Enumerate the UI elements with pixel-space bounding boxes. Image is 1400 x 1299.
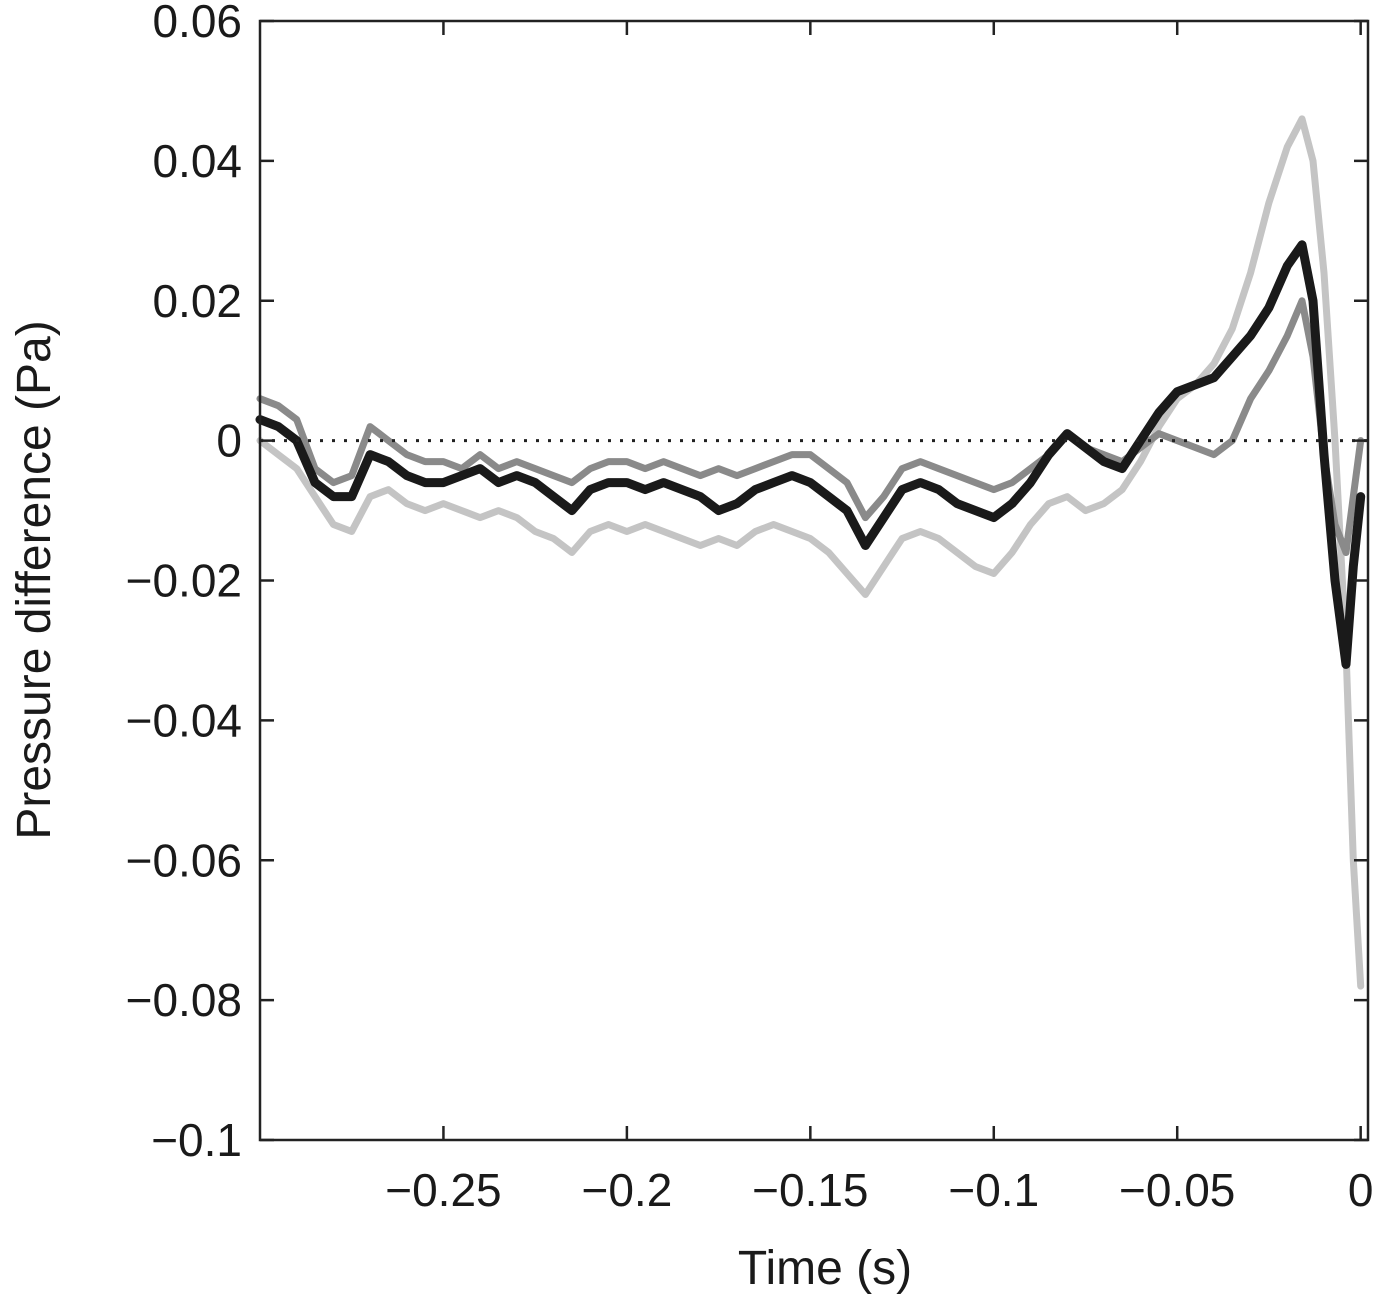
y-axis-label: Pressure difference (Pa) [8,320,61,839]
y-tick-label: −0.1 [151,1114,242,1166]
x-tick-label: −0.25 [385,1164,501,1216]
y-tick-label: 0 [216,415,242,467]
y-tick-label: 0.06 [152,0,242,47]
series-layer [255,115,1366,990]
series-line-1 [256,115,1365,990]
x-tick-label: −0.2 [581,1164,672,1216]
x-tick-label: −0.1 [948,1164,1039,1216]
tick-layer: −0.25 −0.2 −0.15 −0.1 −0.05 0 0.06 0.04 0.02 0 −0.… [126,0,1374,1216]
x-axis-label: Time (s) [738,1242,912,1295]
series-line-2 [256,297,1365,556]
y-tick-label: 0.04 [152,135,242,187]
y-tick-label: −0.02 [126,555,242,607]
y-tick-label: −0.04 [126,694,242,746]
x-tick-label: 0 [1348,1164,1374,1216]
series-line-3 [255,240,1366,669]
y-tick-label: −0.06 [126,834,242,886]
plot-frame [258,19,1370,1142]
y-tick-label: −0.08 [126,974,242,1026]
y-tick-label: 0.02 [152,275,242,327]
x-tick-label: −0.05 [1119,1164,1235,1216]
x-tick-label: −0.15 [752,1164,868,1216]
